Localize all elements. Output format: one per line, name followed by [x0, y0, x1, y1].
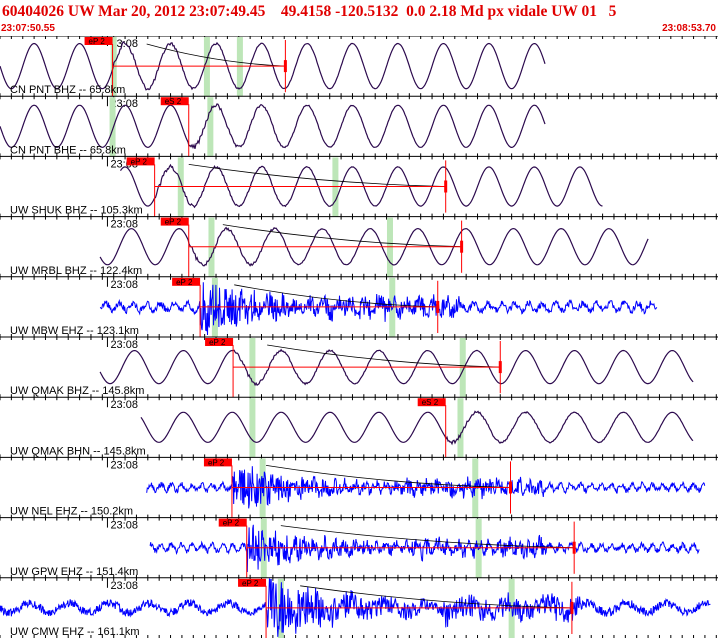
- pick-flag: [126, 157, 155, 166]
- pick-flag: [218, 518, 247, 527]
- coda-duration-curve: [265, 465, 511, 488]
- pick-label: eP 2: [131, 157, 148, 166]
- station-label: UW NEL EHZ -- 150.2km: [10, 506, 133, 518]
- pick-label: eP 2: [209, 338, 226, 347]
- minute-tick-label: 23:08: [110, 520, 138, 532]
- station-label: UW GPW EHZ -- 151.4km: [10, 566, 138, 578]
- pick-flag: [84, 37, 113, 45]
- amplitude-window: [249, 398, 256, 458]
- pick-flag: [205, 338, 234, 346]
- waveform: [146, 466, 706, 509]
- coda-duration-curve: [188, 164, 446, 187]
- station-label: UW QMAK BHN -- 145.8km: [10, 445, 146, 457]
- pick-flag: [417, 398, 446, 407]
- pick-label: eP 2: [176, 278, 193, 287]
- coda-end-tick: [283, 60, 287, 73]
- pick-flag: [160, 217, 189, 226]
- pick-label: eS 2: [422, 398, 439, 407]
- minute-tick-label: 23:08: [110, 399, 138, 411]
- trace-panel-8: 23:08 eP 2 UW GPW EHZ -- 151.4km: [0, 517, 718, 578]
- amplitude-window: [457, 398, 464, 458]
- amplitude-window: [207, 97, 214, 157]
- pick-label: eP 2: [223, 519, 240, 528]
- waveform: [99, 348, 694, 387]
- coda-duration-curve: [267, 344, 501, 368]
- coda-end-tick: [570, 601, 574, 614]
- waveform: [149, 524, 700, 573]
- trace-panel-5: 23:08 eP 2 UW QMAK BHZ -- 145.8km: [0, 336, 718, 398]
- waveform: [0, 577, 711, 637]
- coda-duration-curve: [146, 43, 286, 67]
- minute-tick-label: 23:08: [110, 459, 138, 471]
- coda-duration-curve: [222, 224, 462, 248]
- trace-panel-6: 23:08 eS 2 UW QMAK BHN -- 145.8km: [0, 396, 718, 458]
- coda-end-tick: [572, 541, 576, 554]
- coda-end-tick: [444, 180, 448, 193]
- window-end-time: 23:08:53.70: [662, 23, 716, 34]
- pick-label: eP 2: [165, 218, 182, 227]
- pick-flag: [172, 277, 201, 286]
- station-label: UW CMW EHZ -- 161.1km: [10, 626, 140, 638]
- pick-flag: [203, 458, 232, 467]
- station-label: CN PNT BHE -- 65.8km: [10, 144, 126, 156]
- coda-duration-curve: [300, 585, 572, 609]
- trace-panel-1: 23:08 eS 2 CN PNT BHE -- 65.8km: [0, 95, 718, 157]
- minute-tick-label: 23:08: [110, 339, 138, 351]
- coda-duration-curve: [234, 284, 438, 308]
- coda-end-tick: [509, 481, 513, 494]
- coda-end-tick: [436, 300, 440, 313]
- minute-tick-label: 23:08: [110, 38, 138, 50]
- waveform: [0, 41, 546, 91]
- trace-panel-0: 23:08 eP 2 CN PNT BHZ -- 65.8km: [0, 36, 718, 97]
- pick-label: eS 2: [165, 97, 182, 106]
- trace-panel-4: 23:08 eP 2 UW MBW EHZ -- 123.1km: [0, 276, 718, 337]
- minute-tick-label: 23:08: [110, 219, 138, 231]
- pick-flag: [160, 97, 189, 106]
- coda-duration-curve: [280, 525, 575, 549]
- amplitude-window: [109, 97, 116, 157]
- minute-tick-label: 23:08: [110, 580, 138, 592]
- station-label: CN PNT BHZ -- 65.8km: [10, 84, 125, 96]
- trace-panel-3: 23:08 eP 2 UW MRBL BHZ -- 122.4km: [0, 216, 718, 277]
- trace-panel-9: 23:08 eP 2 UW CMW EHZ -- 161.1km: [0, 577, 718, 638]
- waveform: [0, 103, 546, 150]
- station-label: UW SHUK BHZ -- 105.3km: [10, 205, 143, 217]
- pick-label: eP 2: [242, 579, 259, 588]
- seismogram-plot: 23:08 eP 2 CN PNT BHZ -- 65.8km 23:08 eS 2 CN…: [0, 36, 718, 638]
- trace-panel-7: 23:08 eP 2 UW NEL EHZ -- 150.2km: [0, 456, 718, 518]
- waveform: [140, 410, 694, 446]
- coda-end-tick: [460, 240, 464, 253]
- waveform: [120, 163, 603, 209]
- station-label: UW MBW EHZ -- 123.1km: [10, 325, 139, 337]
- event-header: 60404026 UW Mar 20, 2012 23:07:49.45 49.…: [2, 3, 617, 20]
- pick-label: eP 2: [89, 37, 106, 46]
- pick-label: eP 2: [208, 458, 225, 467]
- station-label: UW QMAK BHZ -- 145.8km: [10, 385, 144, 397]
- waveform: [99, 282, 658, 336]
- pick-flag: [238, 578, 267, 587]
- window-start-time: 23:07:50.55: [1, 23, 55, 34]
- coda-end-tick: [498, 361, 502, 374]
- minute-tick-label: 23:08: [110, 98, 138, 110]
- station-label: UW MRBL BHZ -- 122.4km: [10, 265, 142, 277]
- minute-tick-label: 23:08: [110, 279, 138, 291]
